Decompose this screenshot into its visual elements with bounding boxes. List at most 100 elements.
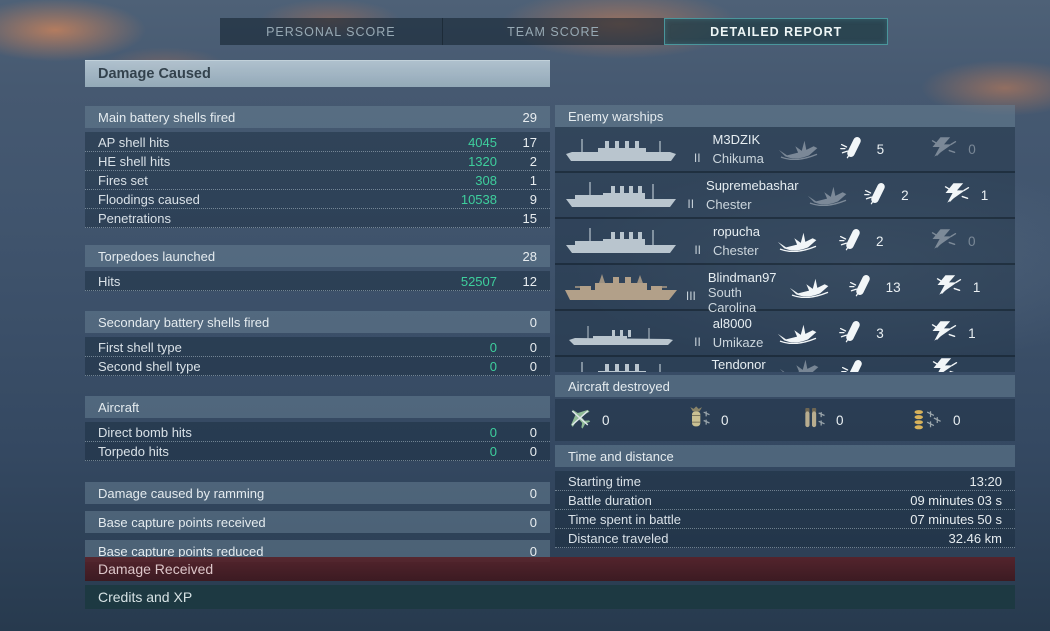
ship-names: M3DZIK Chikuma [701, 132, 764, 166]
tab-personal-score[interactable]: PERSONAL SCORE [220, 18, 442, 45]
damage-caused-groups: Main battery shells fired 29 AP shell hi… [85, 106, 550, 562]
torpedo-bomber-destroyed-icon [797, 405, 827, 436]
stat-label: Torpedo hits [98, 443, 169, 459]
stat-label: Floodings caused [98, 191, 200, 207]
enemy-ship-row: III Blindman97 South Carolina 13 1 [555, 265, 1015, 315]
stat-group-header: Torpedoes launched 28 [85, 245, 550, 267]
incapacitation-count: 1 [968, 325, 976, 341]
time-label: Distance traveled [568, 530, 669, 546]
stat-group-count: 0 [529, 485, 537, 501]
ship-name: Chikuma [712, 151, 764, 166]
stat-row-hits: Hits 52507 12 [85, 272, 550, 291]
stat-count: 0 [529, 358, 537, 374]
stat-label: HE shell hits [98, 153, 171, 169]
stat-count: 9 [529, 191, 537, 207]
stat-group-label: Aircraft [98, 399, 140, 415]
stat-rows: Direct bomb hits 0 0 Torpedo hits 0 0 [85, 422, 550, 461]
incapacitation-count: 0 [968, 233, 976, 249]
tab-bar: PERSONAL SCORE TEAM SCORE DETAILED REPORT [220, 18, 889, 45]
shell-hit-icon [848, 272, 877, 303]
stat-group-count: 28 [522, 248, 537, 264]
ship-tier: III [685, 289, 696, 303]
ship-sunk-icon [763, 230, 833, 252]
shell-hit-icon [841, 357, 869, 372]
stat-count: 12 [522, 273, 537, 289]
stat-group-secondary-battery-shells-fired: Secondary battery shells fired 0 First s… [85, 311, 550, 376]
stat-count: 0 [529, 443, 537, 459]
lightning-icon [934, 274, 964, 301]
shell-hit-icon [839, 318, 867, 349]
stat-row-torpedo-hits: Torpedo hits 0 0 [85, 442, 550, 461]
stat-count: 0 [529, 339, 537, 355]
ship-sunk-icon [799, 184, 859, 206]
hits-counter [835, 357, 924, 372]
player-name: Tendonor [711, 357, 766, 372]
time-label: Time spent in battle [568, 511, 681, 527]
hits-count: 3 [876, 325, 884, 341]
player-name: Supremebashar [706, 178, 799, 193]
hits-counter: 13 [843, 272, 928, 303]
ship-tier: II [694, 335, 701, 349]
time-row-battle-duration: Battle duration 09 minutes 03 s [555, 491, 1015, 510]
time-distance-rows: Starting time 13:20 Battle duration 09 m… [555, 471, 1015, 548]
ship-name: Umikaze [712, 335, 764, 350]
shell-hit-icon [839, 226, 867, 257]
stat-count: 1 [529, 172, 537, 188]
ship-sunk-icon [766, 357, 835, 372]
section-header-damage-received[interactable]: Damage Received [85, 557, 1015, 581]
aircraft-destroyed-count: 0 [602, 412, 610, 428]
enemy-ship-row: II Supremebashar Chester 2 1 [555, 173, 1015, 219]
tab-detailed-report[interactable]: DETAILED REPORT [664, 18, 889, 45]
time-label: Battle duration [568, 492, 652, 508]
time-row-starting-time: Starting time 13:20 [555, 472, 1015, 491]
aircraft-counter: 0 [785, 405, 900, 436]
stat-row-second-shell-type: Second shell type 0 0 [85, 357, 550, 376]
stat-group-count: 0 [529, 314, 537, 330]
time-value: 07 minutes 50 s [910, 511, 1002, 527]
stat-group-header: Main battery shells fired 29 [85, 106, 550, 128]
hits-count: 2 [901, 187, 909, 203]
section-header-credits-xp[interactable]: Credits and XP [85, 585, 1015, 609]
stat-row-floodings-caused: Floodings caused 10538 9 [85, 190, 550, 209]
aircraft-counter: 0 [555, 405, 670, 436]
enemy-warships-header: Enemy warships [555, 105, 1015, 127]
stat-group-label: Torpedoes launched [98, 248, 216, 264]
ship-tier: II [694, 243, 701, 257]
stat-row-fires-set: Fires set 308 1 [85, 171, 550, 190]
incapacitation-counter: 1 [923, 320, 1015, 347]
stat-group-label: Base capture points reduced [98, 543, 264, 559]
hits-counter: 3 [833, 318, 923, 349]
stat-damage-value: 0 [489, 358, 497, 374]
ship-names: Supremebashar Chester [694, 178, 799, 212]
stat-rows: Hits 52507 12 [85, 271, 550, 291]
stat-damage-value: 52507 [460, 273, 497, 289]
aircraft-destroyed-count: 0 [721, 412, 729, 428]
stat-group-header: Aircraft [85, 396, 550, 418]
lightning-icon [929, 228, 959, 255]
stat-group-label: Base capture points received [98, 514, 266, 530]
stat-damage-value: 4045 [468, 134, 497, 150]
lightning-icon [929, 136, 959, 163]
tab-team-score[interactable]: TEAM SCORE [441, 18, 665, 45]
stat-group-header: Base capture points received 0 [85, 511, 550, 533]
player-name: ropucha [713, 224, 760, 239]
enemy-ship-row: II M3DZIK Chikuma 5 0 [555, 127, 1015, 173]
stat-group-aircraft: Aircraft Direct bomb hits 0 0 Torpedo hi… [85, 396, 550, 461]
ship-silhouette-icon [565, 272, 677, 302]
aircraft-destroyed-count: 0 [953, 412, 961, 428]
enemy-ship-row: II al8000 Umikaze 3 1 [555, 311, 1015, 357]
time-label: Starting time [568, 473, 641, 489]
stat-group-header: Damage caused by ramming 0 [85, 482, 550, 504]
stat-group-label: Main battery shells fired [98, 109, 236, 125]
stat-damage-value: 308 [475, 172, 497, 188]
time-value: 32.46 km [948, 530, 1002, 546]
incapacitation-counter [924, 357, 1015, 372]
section-header-damage-caused[interactable]: Damage Caused [85, 60, 550, 87]
damage-caused-column: Damage Caused Main battery shells fired … [85, 60, 550, 562]
stat-damage-value: 1320 [468, 153, 497, 169]
time-value: 13:20 [969, 473, 1002, 489]
stat-damage-value: 0 [489, 424, 497, 440]
shell-hit-icon [839, 134, 868, 165]
ship-name: Chester [713, 243, 759, 258]
stat-row-he-shell-hits: HE shell hits 1320 2 [85, 152, 550, 171]
